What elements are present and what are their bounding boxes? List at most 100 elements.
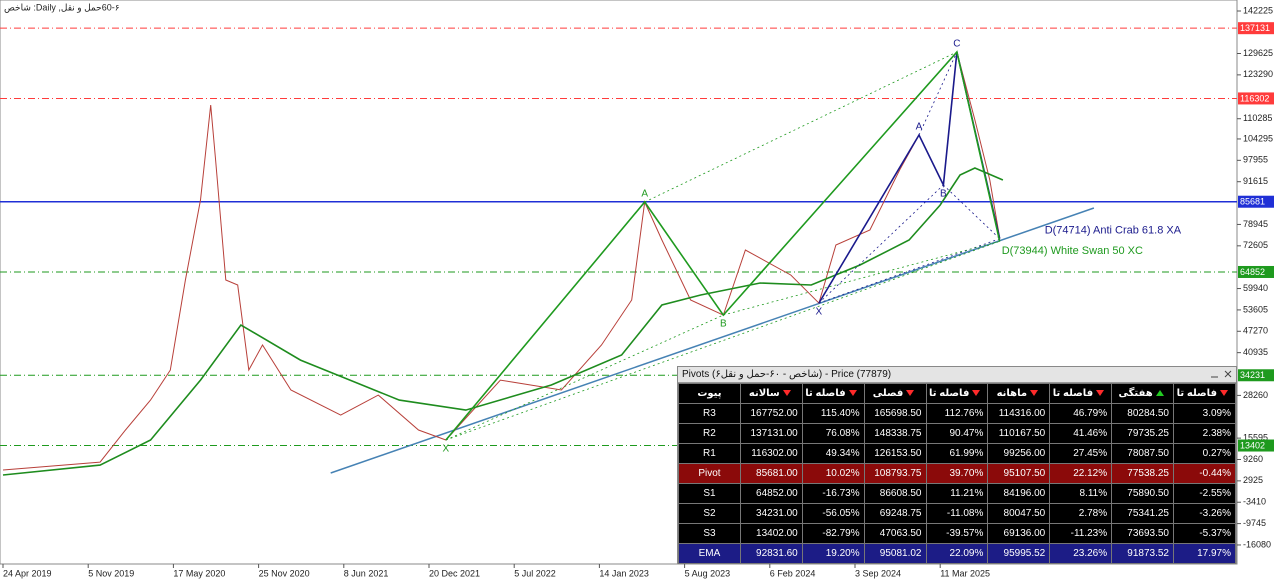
row-label: R2 — [678, 423, 741, 444]
table-cell: 11.21% — [925, 483, 989, 504]
pattern-guide — [445, 240, 1000, 441]
pattern-name: D(74714) Anti Crab 61.8 XA — [1045, 225, 1182, 237]
table-cell: 91873.52 — [1111, 543, 1174, 564]
x-tick-label: 3 Sep 2024 — [855, 568, 901, 578]
panel-buttons[interactable] — [1210, 369, 1234, 379]
level-label-box — [1238, 22, 1274, 35]
sort-arrow — [1220, 390, 1228, 397]
pivot-panel: Pivots (شاخص - ۶۰-حمل و نقل۶) - Price (7… — [677, 366, 1237, 564]
panel-title: Pivots (شاخص - ۶۰-حمل و نقل۶) - Price (7… — [682, 369, 892, 380]
table-cell: 22.12% — [1049, 463, 1113, 484]
table-cell: 114316.00 — [987, 403, 1051, 424]
table-cell: 34231.00 — [739, 503, 803, 524]
series-line — [2, 51, 1001, 471]
y-tick-label: 123290 — [1243, 69, 1273, 79]
panel-title-bar: Pivots (شاخص - ۶۰-حمل و نقل۶) - Price (7… — [678, 367, 1236, 383]
table-cell: 75890.50 — [1111, 483, 1174, 504]
level-label-box — [1238, 265, 1274, 278]
x-tick-label: 6 Feb 2024 — [770, 568, 816, 578]
sort-arrow — [782, 390, 791, 397]
close-button[interactable] — [1224, 370, 1232, 378]
table-cell: -3.26% — [1173, 503, 1236, 524]
table-cell: 79735.25 — [1111, 423, 1174, 444]
x-tick-label: 11 Mar 2025 — [940, 568, 990, 578]
x-tick-label: 14 Jan 2023 — [599, 568, 649, 578]
column-header: پیوت — [678, 383, 741, 404]
sort-arrow — [972, 390, 981, 397]
table-cell: 8.11% — [1049, 483, 1113, 504]
table-cell: 99256.00 — [987, 443, 1051, 464]
table-cell: 90.47% — [925, 423, 989, 444]
table-cell: 3.09% — [1173, 403, 1236, 424]
column-header: فاصله تا قیمت — [1173, 383, 1236, 404]
row-label: R3 — [678, 403, 741, 424]
column-header-text: فاصله تا قیمت — [803, 388, 846, 399]
table-cell: 61.99% — [925, 443, 989, 464]
y-tick-label: 15595 — [1243, 432, 1268, 442]
column-header: فصلی — [863, 383, 927, 404]
table-cell: 110167.50 — [987, 423, 1051, 444]
sort-arrow — [906, 390, 915, 397]
table-row: R2 137131.00 76.08% 148338.75 90.47% 110167.5… — [678, 423, 1236, 444]
table-cell: 41.46% — [1049, 423, 1113, 444]
table-row: Pivot 85681.00 10.02% 108793.75 39.70% 95107.… — [678, 463, 1236, 484]
x-tick-label: 5 Jul 2022 — [514, 568, 556, 578]
y-tick-label: 59940 — [1243, 283, 1268, 293]
column-header-text: پیوت — [697, 388, 722, 399]
y-tick-label: 78945 — [1243, 219, 1268, 229]
table-row: S2 34231.00 -56.05% 69248.75 -11.08% 80047.50… — [678, 503, 1236, 524]
y-tick-label: 47270 — [1243, 326, 1268, 336]
table-cell: 19.20% — [801, 543, 865, 564]
y-tick-label: 91615 — [1243, 176, 1268, 186]
table-cell: 75341.25 — [1111, 503, 1174, 524]
table-cell: 73693.50 — [1111, 523, 1174, 544]
column-header: ماهانه — [987, 383, 1051, 404]
level-label-box — [1238, 369, 1274, 382]
table-cell: 0.27% — [1173, 443, 1236, 464]
y-tick-label: -3410 — [1243, 497, 1266, 507]
table-cell: -39.57% — [925, 523, 989, 544]
level-label: 64852 — [1240, 267, 1265, 277]
y-tick-label: -16080 — [1243, 539, 1271, 549]
x-tick-label: 25 Nov 2020 — [259, 568, 310, 578]
table-cell: -2.55% — [1173, 483, 1236, 504]
column-header: فاصله تا قیمت — [925, 383, 989, 404]
row-label: EMA — [678, 543, 741, 564]
table-cell: 148338.75 — [863, 423, 927, 444]
table-cell: 85681.00 — [739, 463, 803, 484]
table-row: S1 64852.00 -16.73% 86608.50 11.21% 84196.00 8… — [678, 483, 1236, 504]
pattern-legs — [445, 50, 1001, 441]
table-row: S3 13402.00 -82.79% 47063.50 -39.57% 69136.00… — [678, 523, 1236, 544]
table-cell: 95107.50 — [987, 463, 1051, 484]
column-header: فاصله تا قیمت — [1049, 383, 1113, 404]
table-cell: -16.73% — [801, 483, 865, 504]
x-tick-label: 20 Dec 2021 — [429, 568, 480, 578]
table-cell: -11.23% — [1049, 523, 1113, 544]
table-cell: 108793.75 — [863, 463, 927, 484]
table-cell: 80047.50 — [987, 503, 1051, 524]
table-cell: 64852.00 — [739, 483, 803, 504]
table-cell: 13402.00 — [739, 523, 803, 544]
table-cell: 165698.50 — [863, 403, 927, 424]
pivot-table: پیوت سالانه فاصله تا قیمت فصلی فاصله تا قیمت… — [678, 383, 1236, 564]
x-tick-label: 8 Jun 2021 — [344, 568, 389, 578]
plot-area: X A B C D(74714) Anti Crab 61.8 XA X A B D(73944… — [0, 27, 1237, 476]
table-cell: 126153.50 — [863, 443, 927, 464]
table-cell: 76.08% — [801, 423, 865, 444]
pattern-guide — [818, 184, 944, 304]
y-tick-label: 110285 — [1243, 113, 1272, 123]
pattern-point-label: C — [953, 39, 960, 50]
column-header-text: فاصله تا قیمت — [1175, 388, 1218, 399]
y-tick-label: 53605 — [1243, 304, 1268, 314]
x-tick-label: 5 Nov 2019 — [88, 568, 134, 578]
x-tick-label: 5 Aug 2023 — [685, 568, 731, 578]
column-header-text: فاصله تا قیمت — [1051, 388, 1094, 399]
row-label: S1 — [678, 483, 741, 504]
column-header-text: فصلی — [872, 388, 904, 399]
sort-arrow — [1096, 390, 1105, 397]
table-cell: 80284.50 — [1111, 403, 1174, 424]
y-tick-label: 129625 — [1243, 48, 1273, 58]
pattern-guide — [918, 51, 958, 136]
